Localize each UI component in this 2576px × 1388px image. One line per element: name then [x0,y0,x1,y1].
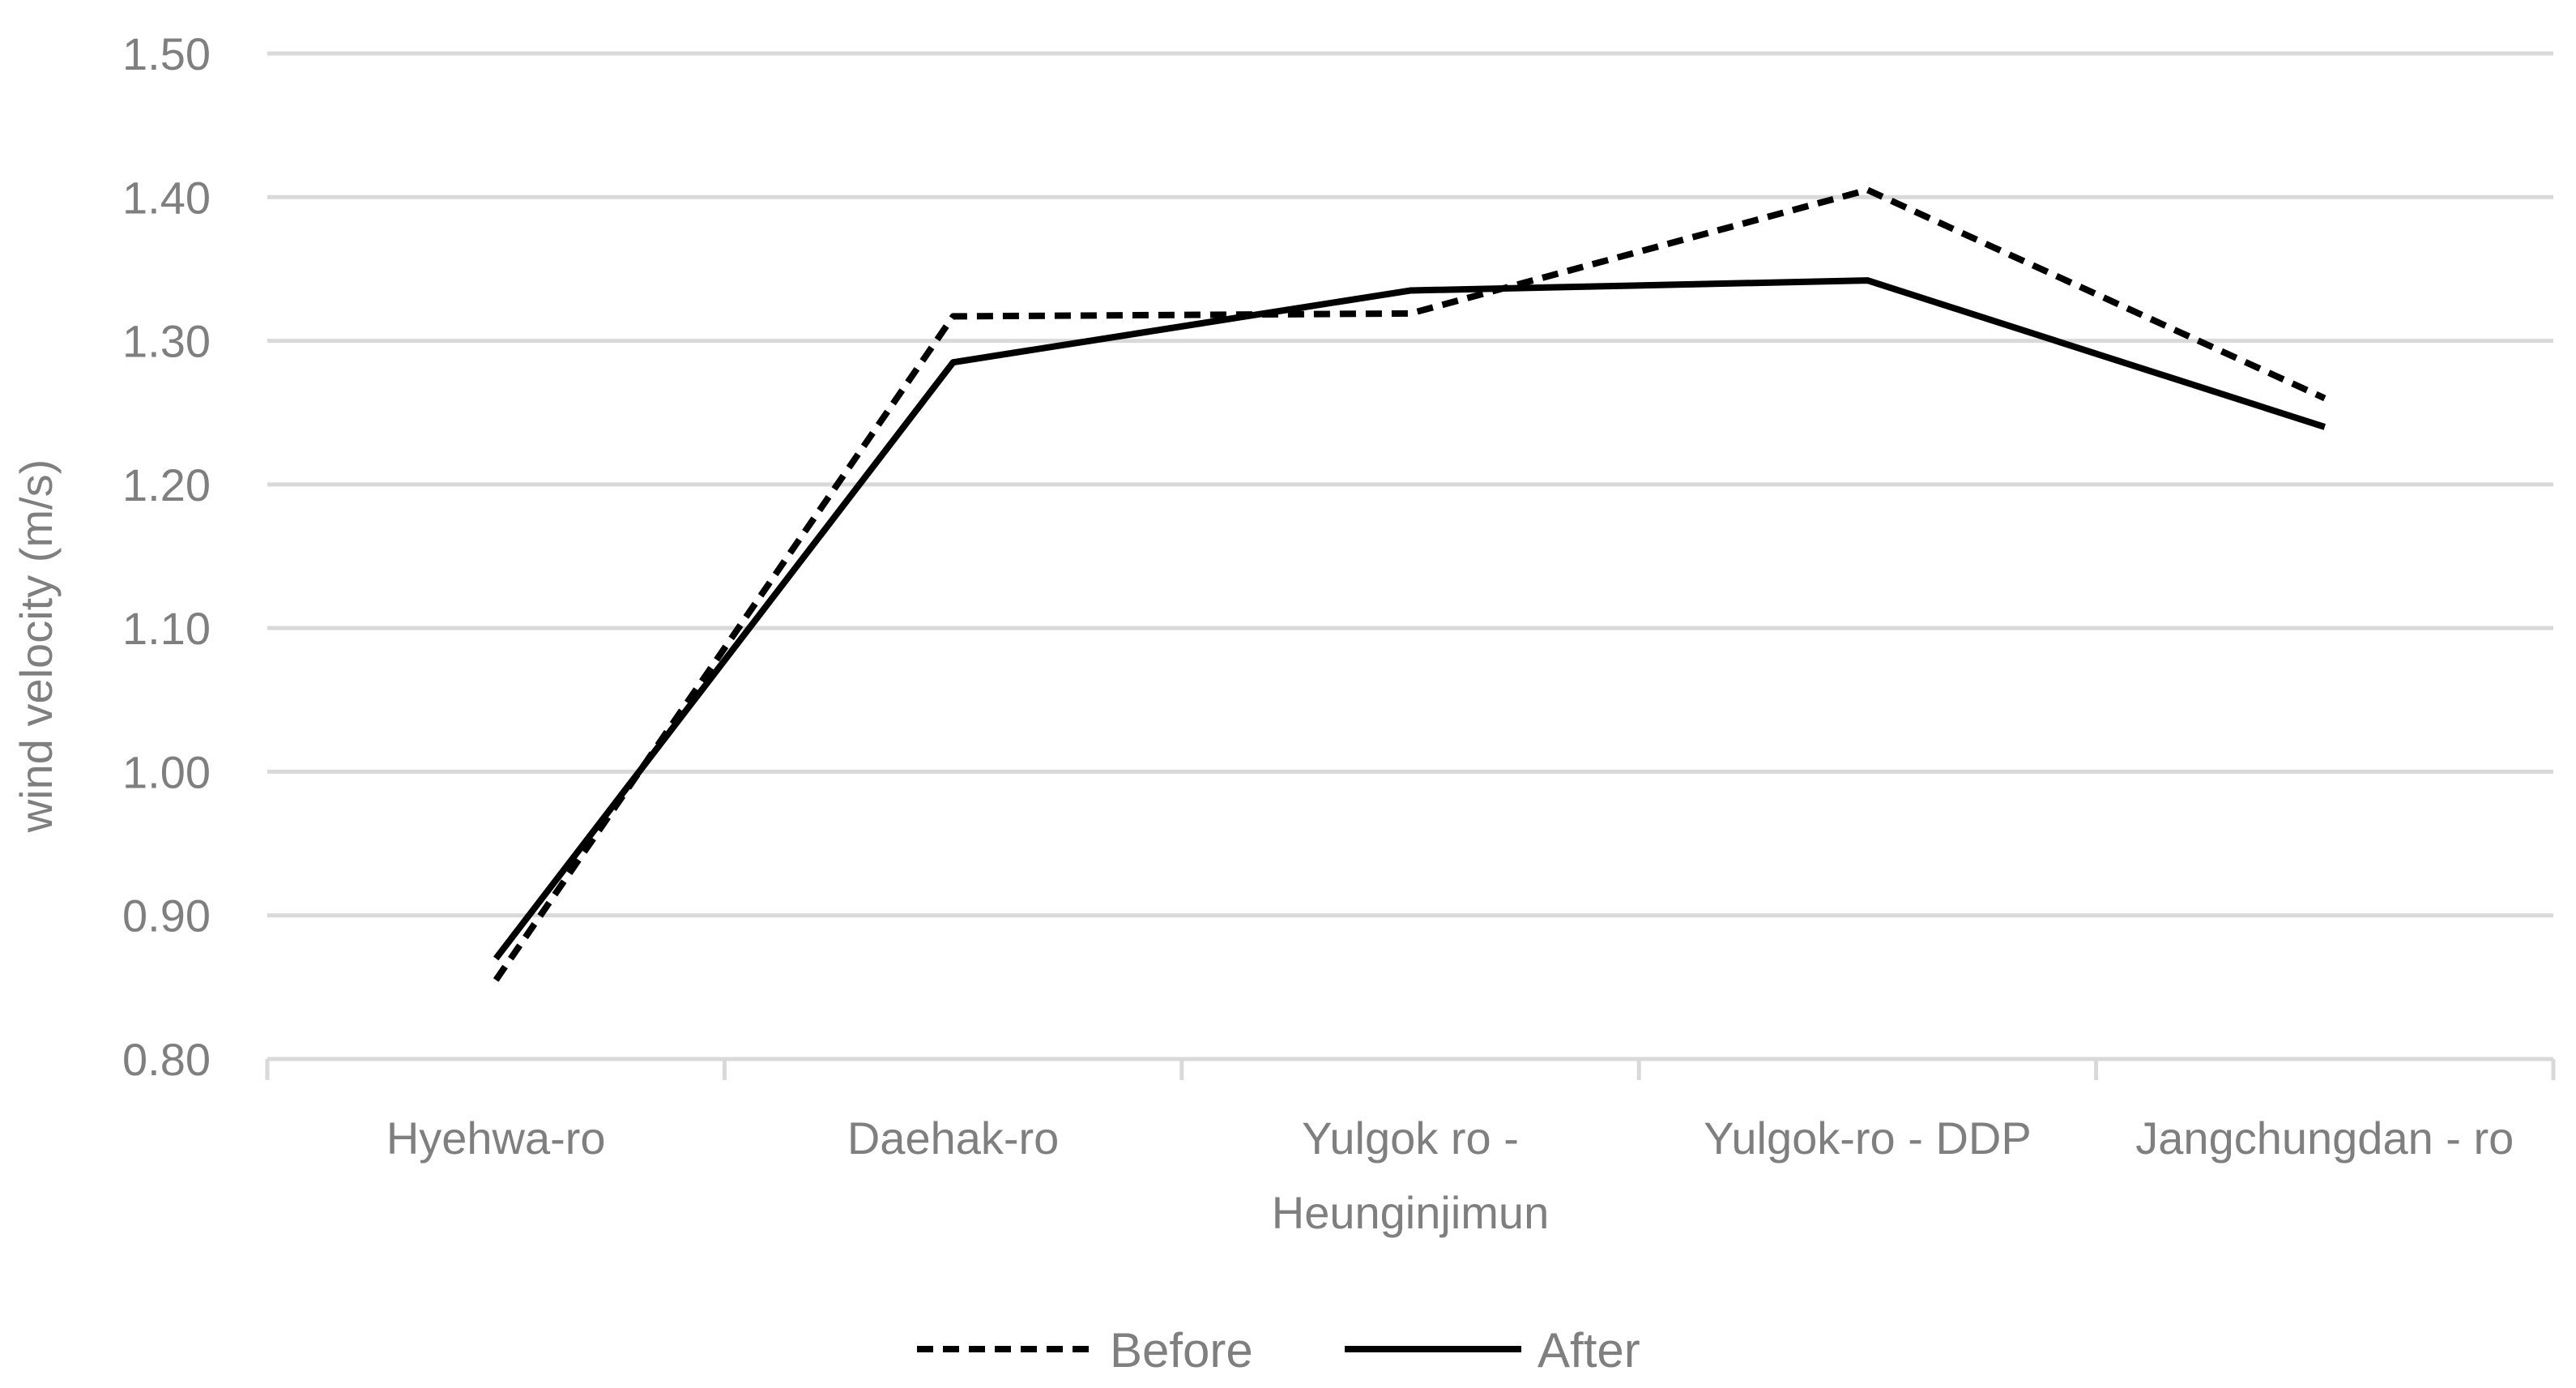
y-tick-label: 1.30 [122,316,211,367]
y-tick-label: 0.80 [122,1034,211,1085]
gridlines [267,51,2553,918]
y-axis-title: wind velocity (m/s) [11,459,62,834]
x-tick-label-line: Hyehwa-ro [386,1113,606,1164]
x-tick-label-line: Daehak-ro [847,1113,1059,1164]
y-axis-tick-labels: 0.80 0.90 1.00 1.10 1.20 1.30 1.40 1.50 [122,28,211,1085]
x-axis-tick-labels: Hyehwa-ro Daehak-ro Yulgok ro - Heunginjimu… [386,1113,2514,1238]
legend-item-after: After [1345,1323,1640,1377]
y-tick-label: 1.00 [122,746,211,797]
series-line-before [493,186,2327,982]
legend: Before After [917,1323,1640,1377]
x-tick-label-line: Yulgok ro - [1302,1113,1519,1164]
legend-item-before: Before [917,1323,1253,1377]
x-tick-label-line: Yulgok-ro - DDP [1704,1113,2032,1164]
x-tick-label: Yulgok ro - Heunginjimun [1272,1113,1549,1238]
x-tick-label: Daehak-ro [847,1113,1059,1164]
series-line-after [493,277,2327,961]
x-tick-label-line: Jangchungdan - ro [2135,1113,2514,1164]
y-tick-label: 1.10 [122,603,211,654]
y-tick-label: 1.20 [122,459,211,510]
series-lines [493,186,2327,982]
y-tick-label: 1.50 [122,28,211,79]
x-tick-label: Jangchungdan - ro [2135,1113,2514,1164]
x-tick-label-line: Heunginjimun [1272,1187,1549,1238]
y-tick-label: 1.40 [122,172,211,223]
x-tick-label: Hyehwa-ro [386,1113,606,1164]
legend-label: After [1537,1323,1640,1377]
x-axis [265,1057,2556,1080]
y-tick-label: 0.90 [122,890,211,942]
x-tick-label: Yulgok-ro - DDP [1704,1113,2032,1164]
legend-label: Before [1110,1323,1253,1377]
